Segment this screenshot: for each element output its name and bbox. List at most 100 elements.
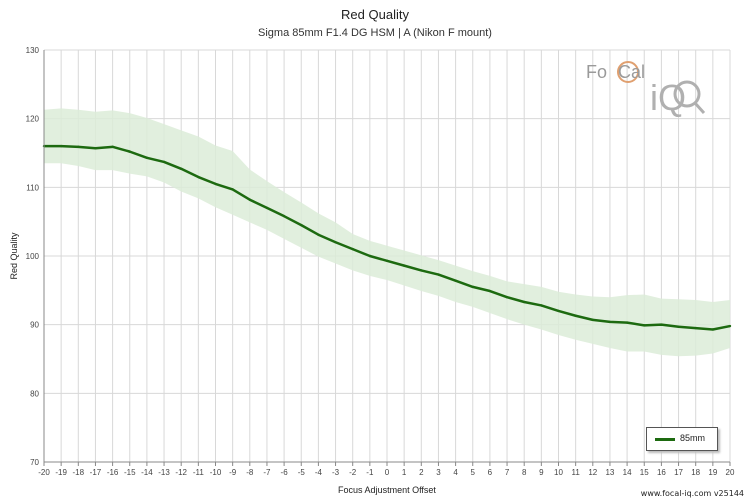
- data-point: [180, 167, 183, 170]
- x-tick-label: 16: [657, 468, 666, 477]
- data-point: [505, 296, 509, 299]
- data-point: [59, 144, 63, 148]
- axes: [43, 50, 731, 466]
- data-point: [282, 214, 286, 218]
- magnifier-handle-icon: [693, 101, 706, 115]
- data-point: [711, 328, 715, 331]
- logo-text-fo: Fo: [586, 62, 607, 82]
- data-point: [660, 323, 663, 326]
- x-tick-label: -8: [246, 468, 254, 477]
- x-tick-label: -1: [366, 468, 374, 477]
- x-tick-label: 19: [708, 468, 717, 477]
- data-point: [162, 160, 166, 164]
- series-band: [44, 108, 730, 357]
- series-lines: [42, 144, 732, 331]
- data-point: [248, 198, 251, 201]
- data-point: [540, 304, 543, 307]
- x-tick-label: 8: [522, 468, 527, 477]
- magnifier-icon: [673, 80, 701, 108]
- data-point: [402, 264, 406, 267]
- x-tick-label: -3: [332, 468, 340, 477]
- data-point: [488, 289, 492, 293]
- data-point: [454, 279, 457, 282]
- logo-text-cal: Cal: [618, 62, 645, 82]
- x-tick-label: -11: [193, 468, 205, 477]
- x-tick-label: -14: [141, 468, 153, 477]
- data-point: [523, 300, 526, 304]
- x-tick-label: -17: [90, 468, 102, 477]
- data-point: [265, 206, 269, 210]
- data-point: [128, 150, 131, 153]
- data-point: [385, 259, 389, 263]
- x-tick-label: -9: [229, 468, 237, 477]
- x-tick-label: -13: [158, 468, 170, 477]
- x-tick-label: 0: [385, 468, 390, 477]
- tick-labels: -20 -19 -18 -17 -16 -15 -14 -13 -12 -11 -10 -9 -8 -7-…: [26, 46, 735, 477]
- x-tick-label: -2: [349, 468, 357, 477]
- data-point: [471, 285, 474, 289]
- data-point: [300, 223, 303, 227]
- x-tick-label: 12: [588, 468, 597, 477]
- x-tick-label: 14: [623, 468, 632, 477]
- data-point: [197, 175, 200, 179]
- data-point: [214, 182, 217, 186]
- y-tick-label: 70: [30, 458, 39, 467]
- x-tick-label: -4: [315, 468, 323, 477]
- data-point: [574, 314, 577, 317]
- legend-label: 85mm: [680, 433, 706, 443]
- x-tick-label: -12: [175, 468, 187, 477]
- data-point: [557, 309, 560, 313]
- y-tick-label: 110: [26, 183, 39, 192]
- x-tick-label: 1: [402, 468, 407, 477]
- y-tick-label: 130: [26, 46, 40, 55]
- data-point: [94, 146, 97, 150]
- x-tick-label: 17: [674, 468, 683, 477]
- y-tick-label: 120: [26, 115, 40, 124]
- data-point: [728, 324, 732, 328]
- data-point: [77, 145, 80, 149]
- data-point: [368, 254, 372, 258]
- y-tick-label: 80: [30, 389, 39, 398]
- x-tick-label: 3: [436, 468, 441, 477]
- x-axis-label: Focus Adjustment Offset: [338, 485, 436, 495]
- data-point: [334, 241, 337, 244]
- x-tick-label: 20: [726, 468, 735, 477]
- data-point: [694, 326, 697, 330]
- y-tick-label: 90: [30, 321, 39, 330]
- data-point: [625, 321, 629, 324]
- x-tick-label: -16: [107, 468, 119, 477]
- data-point: [231, 188, 234, 191]
- data-point: [351, 247, 354, 251]
- x-tick-label: 15: [640, 468, 649, 477]
- x-tick-label: -18: [73, 468, 85, 477]
- x-tick-label: 10: [554, 468, 563, 477]
- legend: 85mm: [646, 427, 718, 451]
- confidence-band: [44, 108, 730, 357]
- x-tick-label: -15: [124, 468, 136, 477]
- data-point: [420, 269, 423, 272]
- x-tick-label: 6: [488, 468, 493, 477]
- data-point: [317, 233, 320, 236]
- x-tick-label: -6: [281, 468, 289, 477]
- y-axis-label: Red Quality: [9, 232, 19, 280]
- focal-iq-logo: Fo Cal iQ: [584, 58, 714, 118]
- x-tick-label: 11: [571, 468, 580, 477]
- x-tick-label: -7: [263, 468, 271, 477]
- data-point: [677, 325, 680, 328]
- data-point: [608, 320, 612, 324]
- data-point: [111, 145, 114, 149]
- x-tick-label: 13: [605, 468, 614, 477]
- data-point: [591, 318, 594, 322]
- x-tick-label: 4: [453, 468, 458, 477]
- x-tick-label: 5: [471, 468, 476, 477]
- x-tick-label: -5: [298, 468, 306, 477]
- x-tick-label: 9: [539, 468, 544, 477]
- footer-credit: www.focal-iq.com v25144: [640, 489, 744, 498]
- x-tick-label: -10: [210, 468, 222, 477]
- x-tick-label: -19: [55, 468, 67, 477]
- data-point: [437, 273, 440, 276]
- legend-swatch: [655, 438, 675, 441]
- data-point: [643, 324, 646, 327]
- logo-ring-icon: [617, 61, 639, 83]
